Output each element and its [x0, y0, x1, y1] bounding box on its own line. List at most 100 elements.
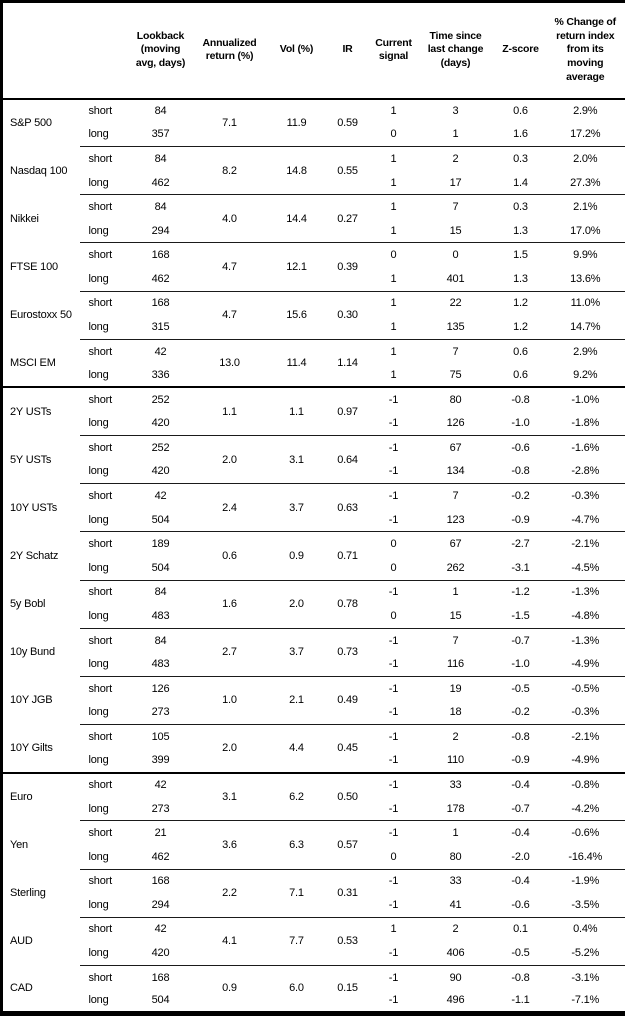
zscore-cell: -0.8 — [511, 971, 530, 984]
lookback-cell: 462 — [131, 267, 190, 292]
signal-cell: 1 — [371, 218, 416, 244]
lookback-cell: 315 — [131, 315, 190, 340]
leg-cell: long — [79, 844, 132, 870]
signal-cell: 1 — [390, 297, 397, 310]
pct-change-cell: -2.8% — [545, 459, 625, 485]
ir-cell: 0.59 — [323, 98, 372, 148]
vol-cell: 0.9 — [269, 531, 324, 581]
time-since-cell: 19 — [449, 682, 462, 695]
asset-name-cell: S&P 500 — [10, 117, 52, 130]
signal-cell: -1 — [388, 682, 399, 695]
table-row: long 483 -1 116 -1.0 -4.9% — [2, 652, 625, 677]
vol-cell: 6.0 — [289, 982, 304, 995]
annualized-return-cell: 2.0 — [189, 435, 270, 485]
vol-cell: 6.2 — [269, 772, 324, 822]
vol-cell: 3.1 — [269, 435, 324, 485]
zscore-cell: -0.7 — [511, 634, 530, 647]
zscore-cell: -0.2 — [511, 490, 530, 503]
ir-cell: 0.53 — [323, 917, 372, 966]
time-since-cell: 2 — [452, 730, 459, 743]
vol-cell: 3.7 — [269, 628, 324, 677]
lookback-cell: 273 — [131, 796, 190, 822]
pct-change-cell: 17.0% — [545, 218, 625, 244]
zscore-cell: -0.7 — [495, 796, 546, 822]
annualized-return-cell: 0.6 — [189, 531, 270, 581]
vol-cell: 11.9 — [269, 98, 324, 148]
zscore-cell: -1.2 — [511, 586, 530, 599]
table-row: long 504 0 262 -3.1 -4.5% — [2, 555, 625, 581]
table-row: Euro short 42 3.1 6.2 0.50 -1 33 -0.4 -0.8% — [2, 772, 625, 822]
leg-cell: long — [79, 507, 132, 533]
leg-cell: long — [79, 315, 132, 340]
pct-change-cell: 2.9% — [573, 105, 598, 118]
pct-change-cell: -0.3% — [545, 700, 625, 726]
ir-cell: 0.63 — [323, 483, 372, 533]
table-row: long 273 -1 178 -0.7 -4.2% — [2, 796, 625, 822]
vol-cell: 2.0 — [269, 580, 324, 629]
pct-change-cell: -3.1% — [571, 971, 600, 984]
signal-cell: -1 — [388, 971, 399, 984]
leg-cell: long — [79, 363, 132, 389]
asset-name-cell: CAD — [10, 982, 33, 995]
time-since-cell: 2 — [452, 152, 459, 165]
table-row: 5y Bobl short 84 1.6 2.0 0.78 -1 1 -1.2 -1.3% — [2, 580, 625, 629]
vol-cell: 14.4 — [269, 194, 324, 244]
pct-change-cell: -4.5% — [545, 555, 625, 581]
zscore-cell: -0.9 — [495, 507, 546, 533]
annualized-return-cell: 7.1 — [189, 98, 270, 148]
annualized-return-cell: 2.0 — [189, 724, 270, 774]
asset-name-cell: Yen — [10, 838, 28, 851]
lookback-cell: 273 — [131, 700, 190, 726]
time-since-cell: 2 — [452, 923, 459, 936]
lookback-cell: 399 — [131, 748, 190, 774]
leg-cell: long — [79, 170, 132, 196]
ir-cell: 0.27 — [323, 194, 372, 244]
pct-change-cell: 27.3% — [545, 170, 625, 196]
time-since-cell: 7 — [452, 201, 459, 214]
vol-cell: 15.6 — [269, 291, 324, 340]
time-since-cell: 7 — [452, 634, 459, 647]
table-row: Yen short 21 3.6 6.3 0.57 -1 1 -0.4 -0.6% — [2, 820, 625, 870]
lookback-cell: 42 — [154, 490, 167, 503]
table-row: Sterling short 168 2.2 7.1 0.31 -1 33 -0.4 -1.9% — [2, 869, 625, 918]
table-row: long 273 -1 18 -0.2 -0.3% — [2, 700, 625, 726]
signal-cell: -1 — [371, 796, 416, 822]
asset-name-cell: 10Y Gilts — [1, 724, 80, 774]
zscore-cell: 1.2 — [513, 297, 528, 310]
zscore-cell: 0.1 — [513, 923, 528, 936]
table-row: FTSE 100 short 168 4.7 12.1 0.39 0 0 1.5 9.9% — [2, 242, 625, 292]
lookback-cell: 483 — [131, 604, 190, 629]
ir-cell: 0.39 — [323, 242, 372, 292]
time-since-cell: 126 — [415, 411, 496, 437]
table-row: CAD short 168 0.9 6.0 0.15 -1 90 -0.8 -3.1% — [2, 965, 625, 995]
lookback-cell: 84 — [154, 634, 167, 647]
vol-cell: 3.7 — [269, 483, 324, 533]
time-since-cell: 41 — [415, 893, 496, 918]
pct-change-cell: -0.5% — [571, 682, 600, 695]
time-since-cell: 17 — [415, 170, 496, 196]
vol-cell: 14.8 — [269, 146, 324, 196]
table-row: long 462 1 401 1.3 13.6% — [2, 267, 625, 292]
signal-cell: 1 — [390, 345, 397, 358]
time-since-column-header: Time since last change (days) — [415, 1, 496, 100]
lookback-cell: 84 — [154, 105, 167, 118]
time-since-cell: 496 — [446, 994, 465, 1007]
pct-change-cell: -1.3% — [571, 634, 600, 647]
leg-cell: short — [88, 730, 113, 743]
pct-change-cell: -1.0% — [571, 393, 600, 406]
time-since-cell: 67 — [449, 441, 462, 454]
lookback-cell: 483 — [131, 652, 190, 677]
annualized-return-cell: 1.1 — [189, 387, 270, 437]
leg-cell: short — [88, 345, 113, 358]
ir-cell: 1.14 — [323, 339, 372, 389]
ir-cell: 0.78 — [323, 580, 372, 629]
lookback-cell: 252 — [151, 441, 170, 454]
pct-change-cell: -0.8% — [571, 779, 600, 792]
pct-change-cell: -5.2% — [545, 941, 625, 966]
zscore-cell: 0.3 — [513, 201, 528, 214]
table-row: long 420 -1 126 -1.0 -1.8% — [2, 411, 625, 437]
lookback-cell: 504 — [131, 507, 190, 533]
leg-cell: short — [88, 634, 113, 647]
pct-change-cell: -4.8% — [545, 604, 625, 629]
zscore-cell: -0.5 — [495, 941, 546, 966]
